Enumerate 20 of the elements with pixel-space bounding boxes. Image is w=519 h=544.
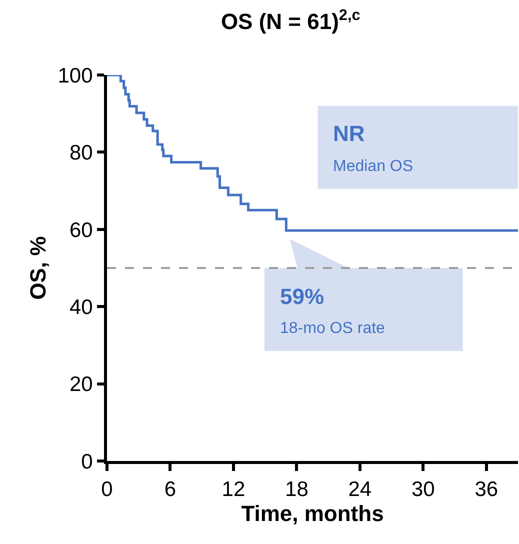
x-tick-label: 36	[474, 478, 498, 502]
y-tick-label: 40	[69, 296, 93, 319]
y-axis-title: OS, %	[26, 236, 51, 300]
annotation: NR	[333, 121, 365, 146]
y-tick-label: 60	[69, 218, 93, 242]
y-tick-label: 20	[69, 373, 93, 396]
annotation: Median OS	[333, 158, 414, 175]
chart-title: OS (N = 61)$^{2,c}$	[220, 6, 361, 34]
y-tick-label: 0	[81, 450, 93, 474]
x-tick-label: 0	[101, 478, 113, 502]
y-tick-label: 100	[58, 64, 93, 88]
annotation: 59%	[280, 284, 324, 309]
x-tick-label: 12	[222, 478, 246, 502]
x-tick-label: 18	[285, 478, 308, 502]
x-tick-label: 6	[164, 478, 176, 502]
y-tick-label: 80	[69, 142, 93, 165]
x-tick-label: 24	[348, 478, 372, 502]
annotation: 18-mo OS rate	[280, 320, 386, 337]
x-tick-label: 30	[411, 478, 435, 502]
x-axis-title: Time, months	[241, 501, 384, 526]
